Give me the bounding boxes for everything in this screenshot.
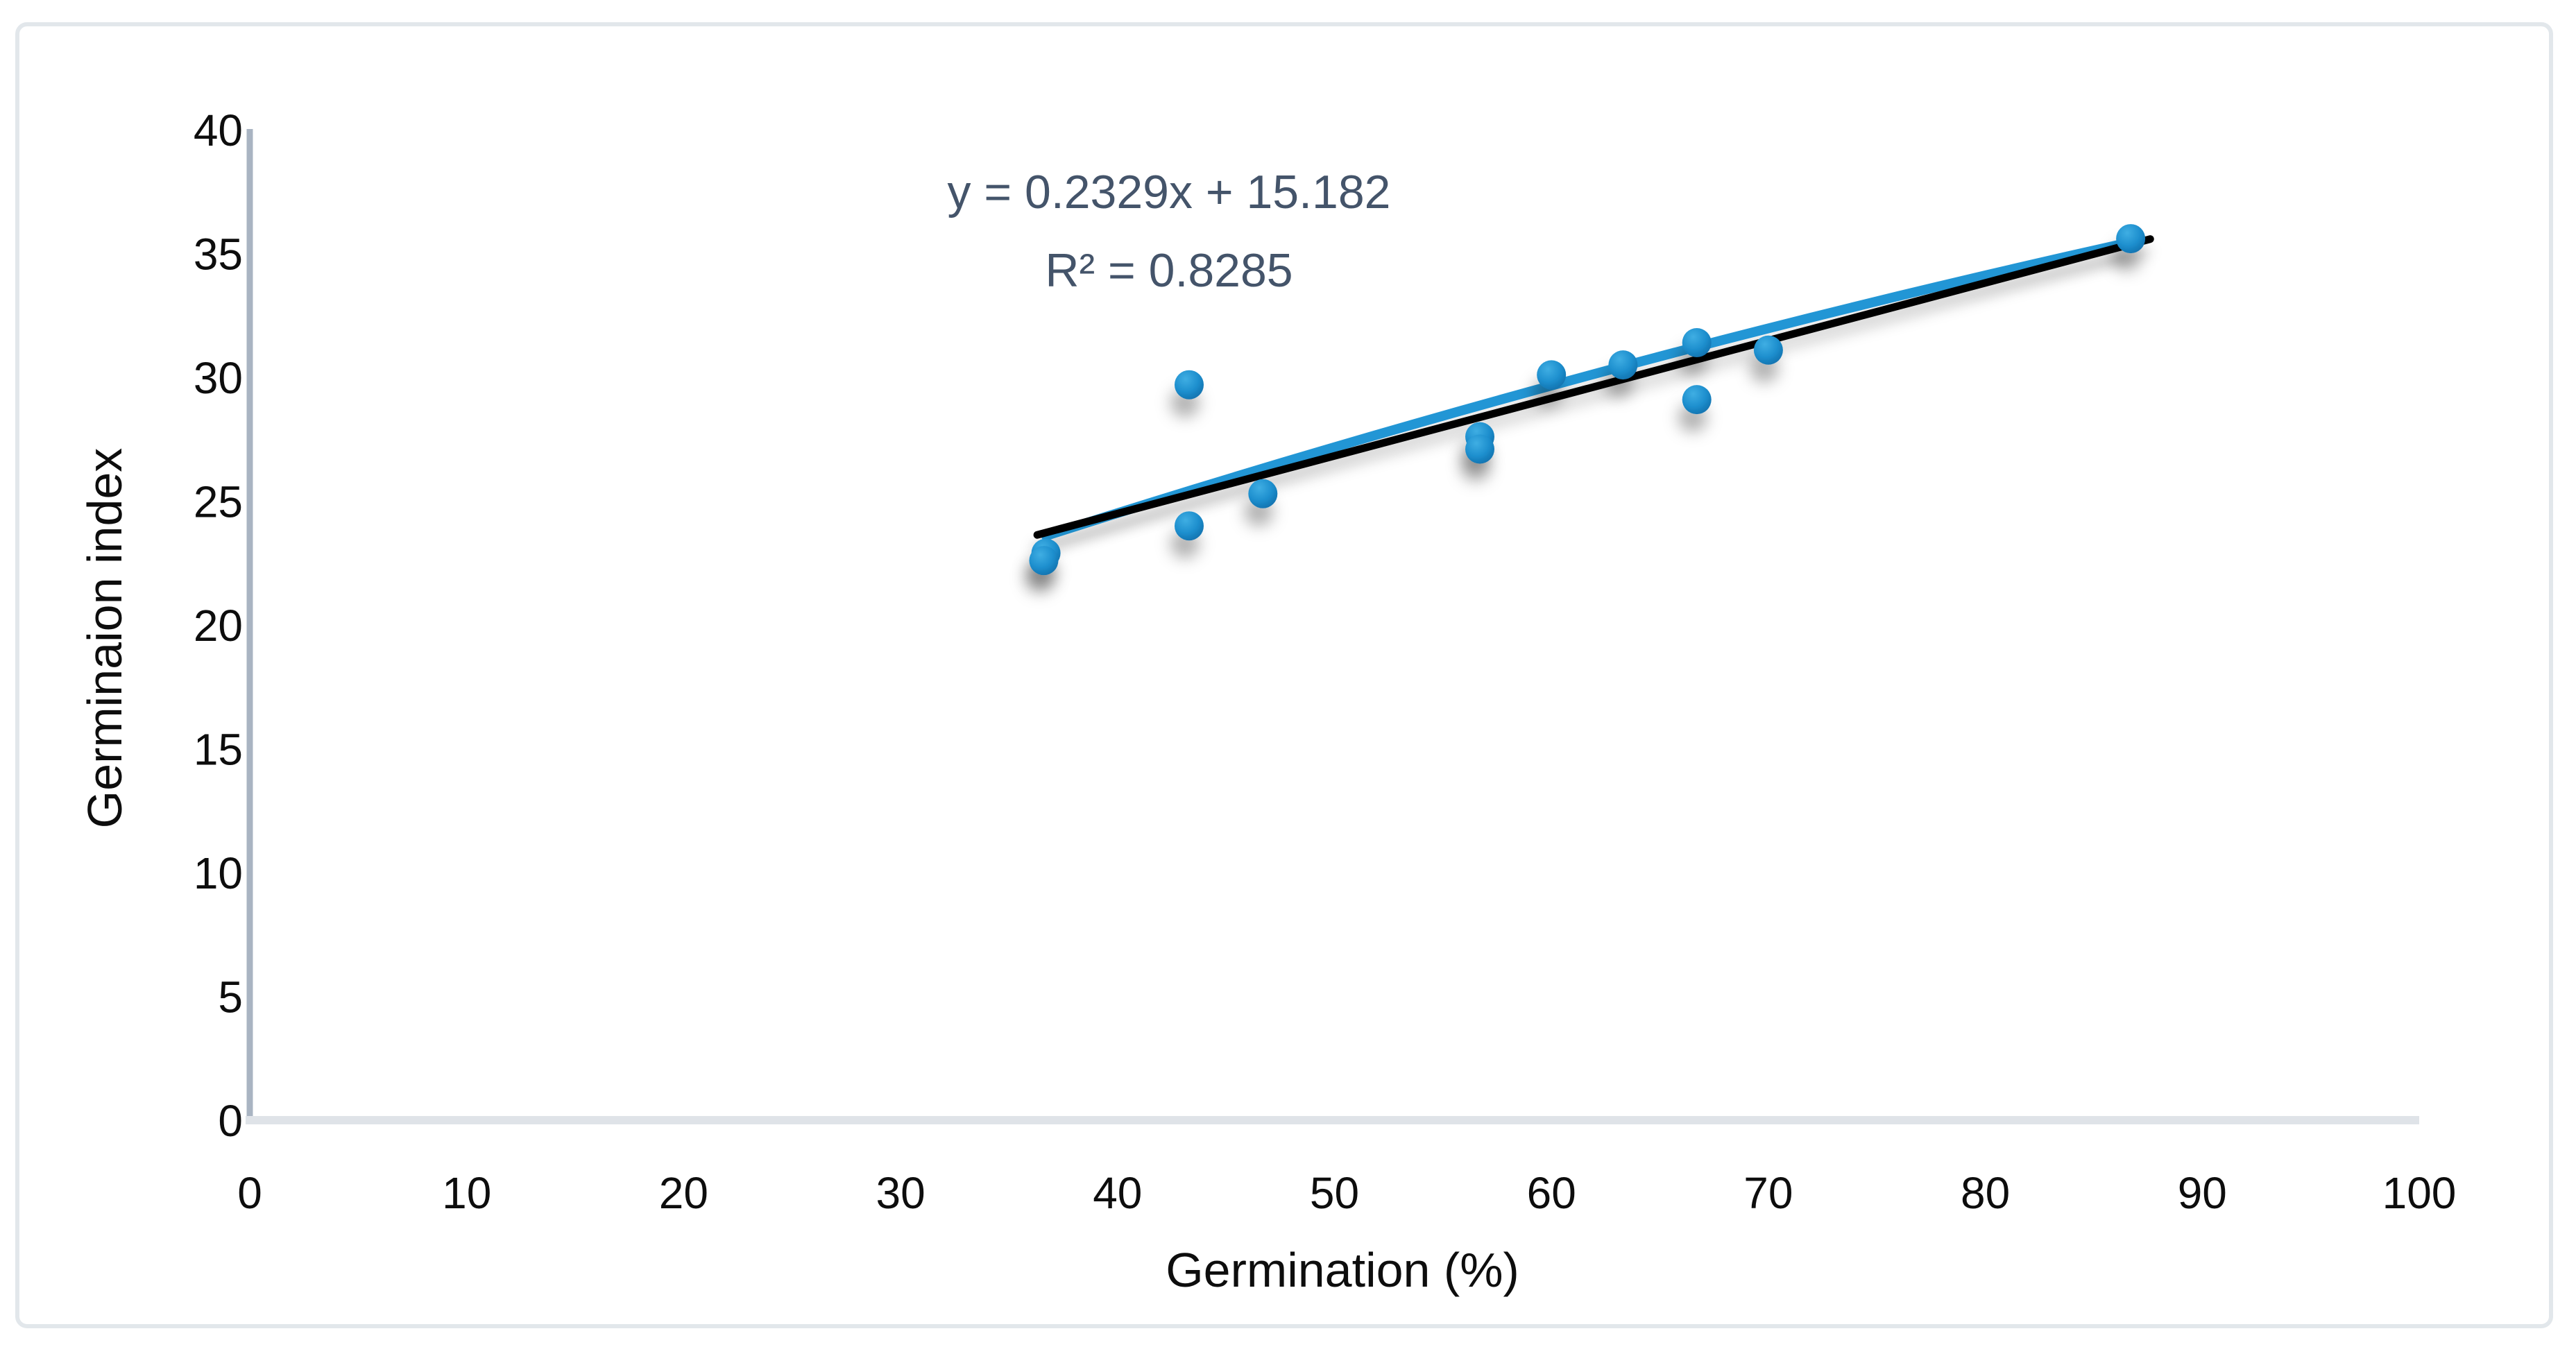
data-point — [2116, 224, 2146, 254]
trendline-r-squared: R² = 0.8285 — [1045, 244, 1293, 297]
data-point — [1537, 360, 1567, 390]
x-tick-label: 80 — [1961, 1168, 2010, 1218]
y-tick-label: 35 — [194, 230, 243, 280]
y-tick-label: 40 — [194, 105, 243, 155]
y-tick-label: 0 — [218, 1096, 243, 1146]
trendline — [1033, 235, 2154, 539]
data-point — [1465, 434, 1495, 464]
y-tick-label: 20 — [194, 601, 243, 651]
data-point — [1248, 479, 1278, 508]
data-point — [1174, 511, 1204, 541]
y-tick-label: 15 — [194, 725, 243, 775]
trendline-equation: y = 0.2329x + 15.182 — [948, 166, 1391, 218]
data-point — [1682, 385, 1712, 415]
data-point — [1753, 335, 1783, 365]
y-axis-title: Germinaion index — [78, 448, 132, 829]
data-point — [1029, 546, 1059, 576]
data-points — [1029, 224, 2146, 576]
x-tick-label: 20 — [659, 1168, 708, 1218]
x-axis-title: Germination (%) — [1166, 1243, 1519, 1297]
x-tick-labels: 0 10 20 30 40 50 60 70 80 90 100 — [237, 1168, 2456, 1218]
y-tick-label: 25 — [194, 477, 243, 527]
x-tick-label: 50 — [1310, 1168, 1359, 1218]
x-tick-label: 40 — [1093, 1168, 1142, 1218]
x-tick-label: 30 — [876, 1168, 926, 1218]
y-tick-labels: 0 5 10 15 20 25 30 35 40 — [194, 105, 243, 1146]
x-tick-label: 0 — [237, 1168, 262, 1218]
x-tick-label: 90 — [2178, 1168, 2227, 1218]
figure-border — [15, 22, 2553, 1328]
x-tick-label: 100 — [2382, 1168, 2457, 1218]
x-tick-label: 10 — [442, 1168, 491, 1218]
data-point — [1682, 328, 1712, 358]
y-tick-label: 30 — [194, 353, 243, 403]
data-point — [1174, 370, 1204, 400]
data-point — [1608, 350, 1638, 380]
x-tick-label: 60 — [1527, 1168, 1576, 1218]
y-tick-label: 5 — [218, 972, 243, 1022]
y-tick-label: 10 — [194, 848, 243, 898]
x-tick-label: 70 — [1743, 1168, 1793, 1218]
fit-line — [1041, 239, 2129, 541]
